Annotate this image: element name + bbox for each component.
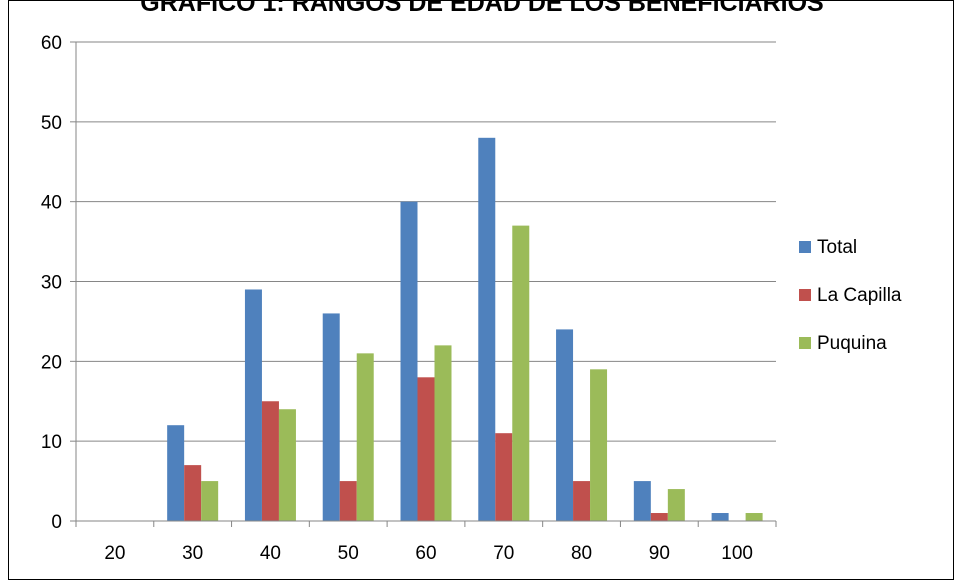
y-tick-label: 30 — [41, 273, 62, 294]
x-tick-label: 70 — [493, 543, 514, 564]
bar-la-capilla — [651, 513, 668, 521]
bar-puquina — [357, 353, 374, 521]
legend-label: Total — [817, 237, 857, 258]
x-tick-label: 50 — [338, 543, 359, 564]
bar-puquina — [590, 369, 607, 521]
bar-puquina — [668, 489, 685, 521]
y-tick-label: 10 — [41, 432, 62, 453]
legend-swatch — [799, 337, 811, 349]
y-tick-label: 40 — [41, 193, 62, 214]
x-tick-label: 40 — [260, 543, 281, 564]
bar-puquina — [746, 513, 763, 521]
bar-total — [245, 289, 262, 521]
legend-label: Puquina — [817, 333, 887, 354]
bar-la-capilla — [573, 481, 590, 521]
bar-puquina — [512, 226, 529, 521]
bar-la-capilla — [418, 377, 435, 521]
bar-la-capilla — [340, 481, 357, 521]
bar-la-capilla — [495, 433, 512, 521]
x-tick-label: 30 — [182, 543, 203, 564]
legend-label: La Capilla — [817, 285, 902, 306]
bar-total — [634, 481, 651, 521]
bar-total — [556, 329, 573, 521]
bar-total — [712, 513, 729, 521]
bar-puquina — [435, 345, 452, 521]
chart-title: GRAFICO 1: RANGOS DE EDAD DE LOS BENEFIC… — [9, 0, 954, 18]
x-tick-label: 60 — [415, 543, 436, 564]
legend-swatch — [799, 241, 811, 253]
y-tick-label: 50 — [41, 113, 62, 134]
bar-total — [167, 425, 184, 521]
bar-total — [401, 202, 418, 521]
y-tick-label: 20 — [41, 352, 62, 373]
x-tick-label: 100 — [721, 543, 753, 564]
x-tick-label: 90 — [649, 543, 670, 564]
y-tick-label: 60 — [41, 33, 62, 54]
y-tick-label: 0 — [51, 512, 62, 533]
x-tick-label: 80 — [571, 543, 592, 564]
bar-total — [478, 138, 495, 521]
bar-chart: 0 10 20 30 40 50 60 20 30 40 50 60 70 80 90 100 Total La… — [9, 1, 954, 580]
legend-swatch — [799, 289, 811, 301]
bar-la-capilla — [262, 401, 279, 521]
bar-puquina — [279, 409, 296, 521]
bar-total — [323, 313, 340, 521]
bar-la-capilla — [184, 465, 201, 521]
bar-puquina — [201, 481, 218, 521]
x-tick-label: 20 — [104, 543, 125, 564]
chart-frame: GRAFICO 1: RANGOS DE EDAD DE LOS BENEFIC… — [8, 0, 954, 580]
